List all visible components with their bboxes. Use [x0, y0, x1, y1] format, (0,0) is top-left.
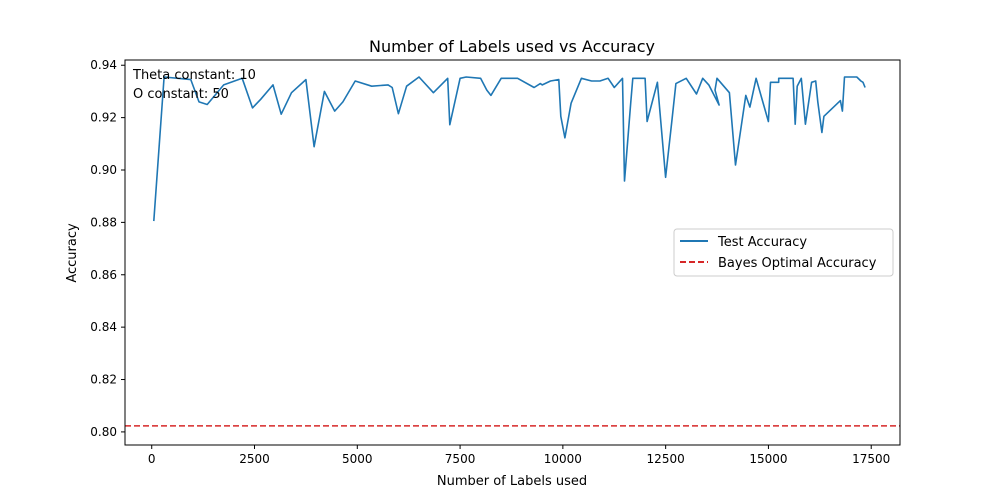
y-tick-label: 0.94 [90, 58, 117, 72]
y-tick-label: 0.90 [90, 163, 117, 177]
y-axis-label: Accuracy [65, 223, 80, 283]
x-axis: 0 2500 5000 7500 10000 12500 15000 17500 [148, 445, 890, 466]
x-tick-label: 5000 [342, 452, 373, 466]
legend-label-test: Test Accuracy [717, 235, 807, 250]
x-tick-label: 2500 [239, 452, 270, 466]
legend-box [673, 228, 894, 277]
y-tick-label: 0.88 [90, 215, 117, 229]
y-tick-label: 0.80 [90, 425, 117, 439]
annotation-o: O constant: 50 [133, 87, 229, 102]
x-tick-label: 12500 [647, 452, 685, 466]
y-tick-label: 0.92 [90, 111, 117, 125]
chart-title: Number of Labels used vs Accuracy [369, 37, 655, 56]
y-tick-label: 0.84 [90, 320, 117, 334]
axes-frame [124, 59, 901, 446]
legend: Test Accuracy Bayes Optimal Accuracy [673, 228, 894, 277]
x-tick-label: 15000 [749, 452, 787, 466]
series-test-accuracy-line [153, 76, 866, 222]
annotation-theta: Theta constant: 10 [132, 68, 256, 83]
x-tick-label: 17500 [852, 452, 890, 466]
x-tick-label: 7500 [445, 452, 476, 466]
legend-label-bayes: Bayes Optimal Accuracy [718, 256, 877, 271]
x-tick-label: 10000 [544, 452, 582, 466]
y-tick-label: 0.82 [90, 373, 117, 387]
x-tick-label: 0 [148, 452, 156, 466]
y-axis: 0.80 0.82 0.84 0.86 0.88 0.90 0.92 0.94 [90, 58, 125, 439]
x-axis-label: Number of Labels used [437, 474, 587, 489]
y-tick-label: 0.86 [90, 268, 117, 282]
